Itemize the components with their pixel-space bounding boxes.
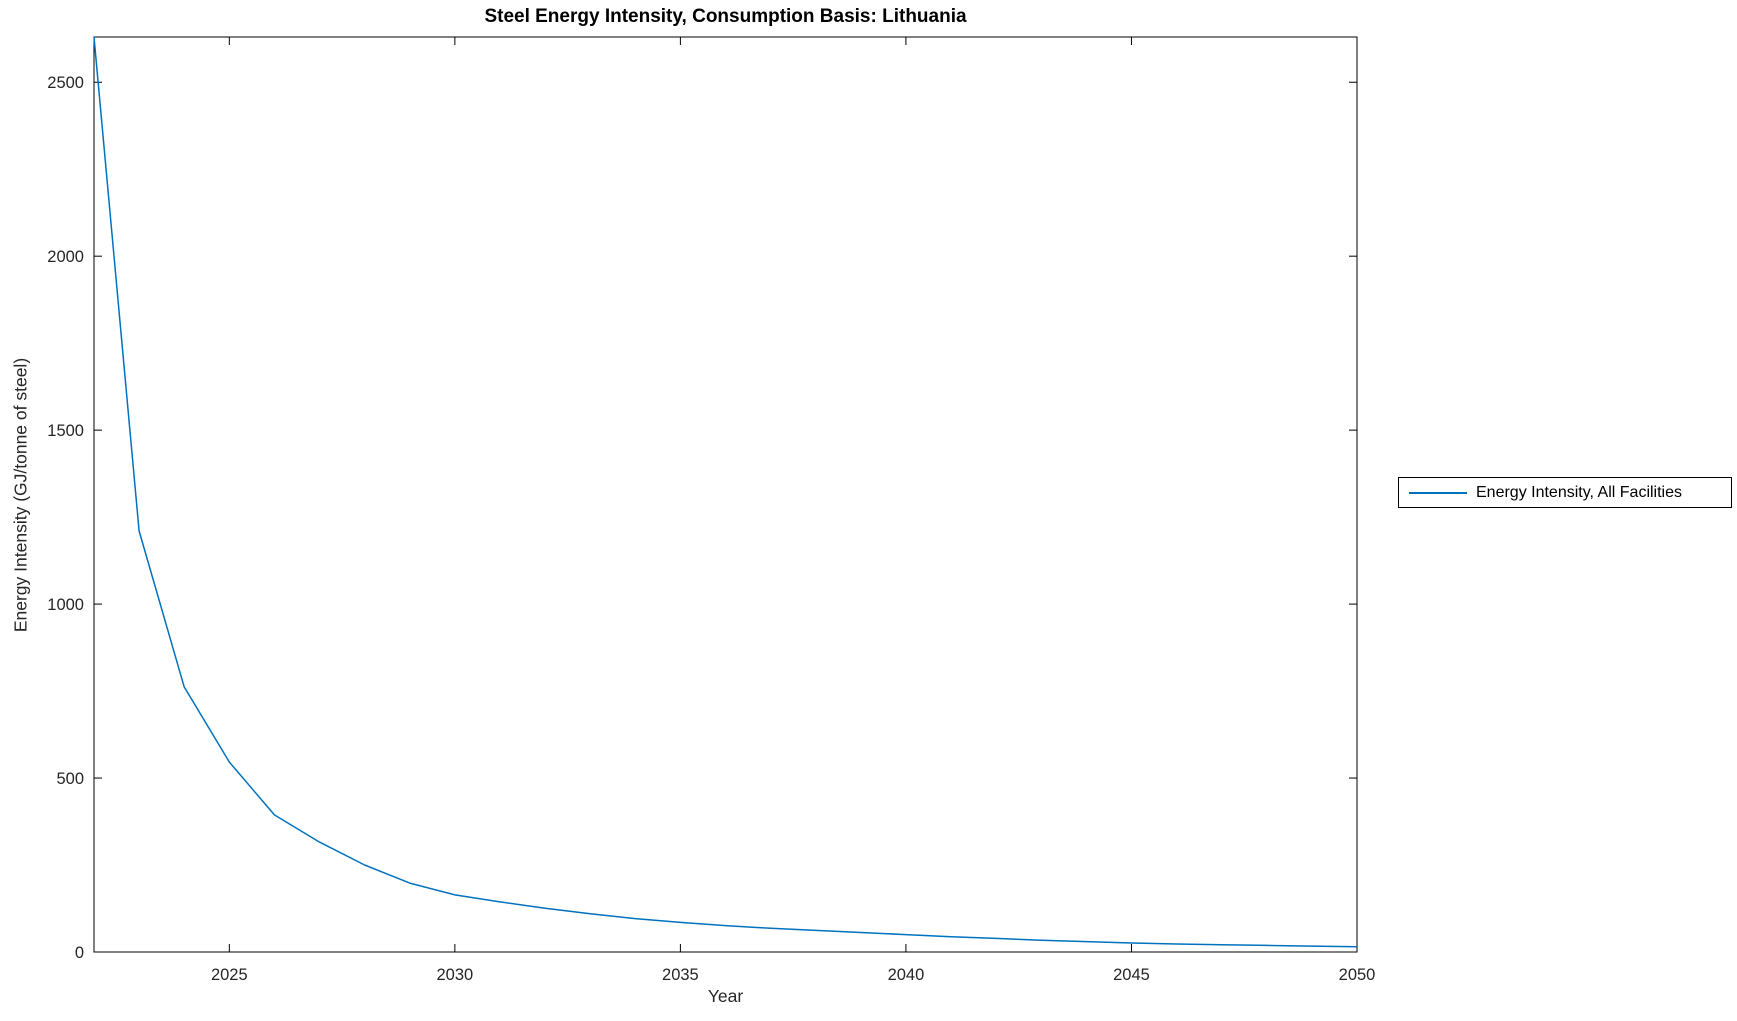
y-tick-label: 1500 (47, 422, 84, 440)
x-tick-label: 2035 (662, 966, 699, 984)
chart-title: Steel Energy Intensity, Consumption Basi… (484, 6, 967, 27)
x-tick-label: 2050 (1339, 966, 1376, 984)
y-tick-label: 500 (56, 770, 84, 788)
x-tick-label: 2025 (211, 966, 248, 984)
legend-box: Energy Intensity, All Facilities (1398, 477, 1732, 508)
y-tick-label: 2500 (47, 74, 84, 92)
x-tick-label: 2040 (888, 966, 925, 984)
x-tick-label: 2030 (436, 966, 473, 984)
y-tick-label: 0 (75, 944, 84, 962)
y-tick-label: 2000 (47, 248, 84, 266)
y-tick-label: 1000 (47, 596, 84, 614)
legend-line-sample (1409, 491, 1467, 494)
x-axis-label: Year (707, 986, 744, 1006)
plot-box (93, 36, 1358, 953)
legend-item-label: Energy Intensity, All Facilities (1476, 483, 1683, 501)
y-axis-label: Energy Intensity (GJ/tonne of steel) (10, 357, 31, 633)
series-line (93, 36, 1358, 948)
x-tick-label: 2045 (1113, 966, 1150, 984)
